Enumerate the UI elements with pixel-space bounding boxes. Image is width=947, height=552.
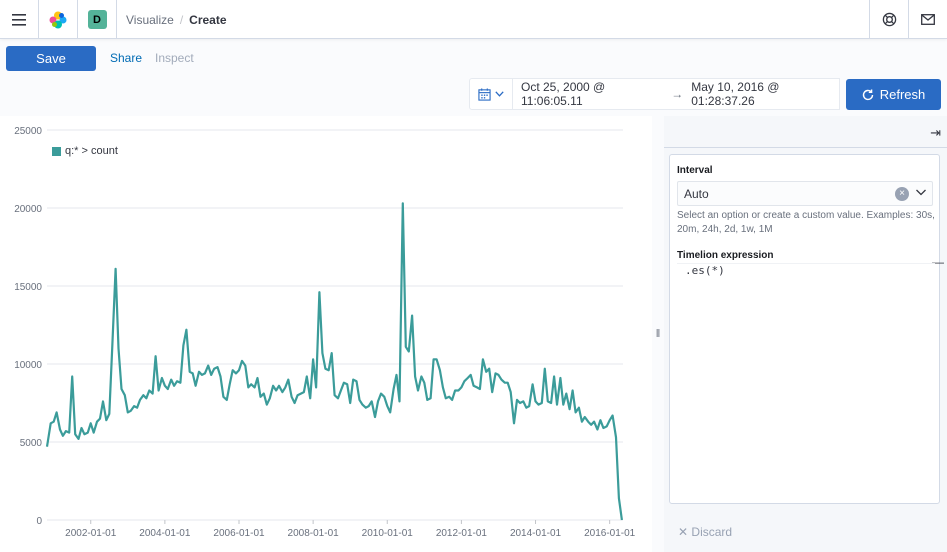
legend-swatch <box>52 146 61 156</box>
interval-value: Auto <box>684 186 709 201</box>
newsfeed-button[interactable] <box>909 0 947 39</box>
menu-button[interactable] <box>0 0 38 39</box>
sidebar-header: ⇥ <box>664 116 947 148</box>
action-row: Save Share Inspect <box>0 40 947 76</box>
collapse-sidebar-icon[interactable]: ⇥ <box>930 125 941 140</box>
expression-text: .es(*) <box>685 264 725 277</box>
x-tick-label: 2004-01-01 <box>139 528 191 539</box>
breadcrumb-create: Create <box>189 12 227 27</box>
help-button[interactable] <box>870 0 908 39</box>
space-avatar: D <box>87 10 107 29</box>
expression-editor[interactable]: .es(*) <box>677 263 935 493</box>
home-logo-button[interactable] <box>39 0 77 39</box>
discard-button[interactable]: ✕ Discard <box>678 525 732 539</box>
x-tick-label: 2016-01-01 <box>584 528 636 539</box>
divider <box>77 0 78 39</box>
start-date[interactable]: Oct 25, 2000 @ 11:06:05.11 <box>521 80 606 108</box>
space-selector[interactable]: D <box>78 0 116 39</box>
x-tick-label: 2006-01-01 <box>213 528 265 539</box>
date-range-display: Oct 25, 2000 @ 11:06:05.11 → May 10, 201… <box>513 78 840 110</box>
save-button[interactable]: Save <box>6 46 96 71</box>
y-tick-label: 20000 <box>14 204 42 215</box>
elastic-logo-icon <box>49 11 67 28</box>
divider <box>869 0 870 39</box>
discard-label: Discard <box>691 525 733 539</box>
share-link[interactable]: Share <box>110 51 143 65</box>
x-tick-label: 2010-01-01 <box>362 528 414 539</box>
top-bar: D Visualize / Create <box>0 0 947 39</box>
interval-select[interactable]: Auto × <box>677 181 933 206</box>
hamburger-icon <box>12 13 26 26</box>
chevron-down-icon[interactable] <box>915 185 927 199</box>
x-tick-label: 2002-01-01 <box>65 528 117 539</box>
timelion-chart: 0 5000 10000 15000 20000 25000 2002-01-01 2004-… <box>14 126 636 539</box>
arrow-right-icon: → <box>671 87 684 101</box>
mail-icon <box>921 14 935 25</box>
quick-select-button[interactable] <box>469 78 513 110</box>
y-tick-label: 0 <box>36 516 42 527</box>
refresh-button[interactable]: Refresh <box>846 79 941 110</box>
y-tick-label: 25000 <box>14 126 42 137</box>
divider <box>38 0 39 39</box>
end-date[interactable]: May 10, 2016 @ 01:28:37.26 <box>691 80 780 108</box>
options-panel: Interval Auto × Select an option or crea… <box>669 154 944 504</box>
panel-resizer[interactable]: ‖ <box>652 116 664 552</box>
interval-label: Interval <box>677 165 713 176</box>
inspect-link[interactable]: Inspect <box>155 51 194 65</box>
drag-handle-icon: ‖ <box>655 328 661 340</box>
breadcrumb-separator: / <box>179 12 184 27</box>
refresh-icon <box>862 89 873 100</box>
minimize-icon[interactable]: — <box>932 255 944 269</box>
x-tick-label: 2008-01-01 <box>288 528 340 539</box>
x-tick-label: 2014-01-01 <box>510 528 562 539</box>
y-tick-label: 5000 <box>20 438 43 449</box>
close-icon: ✕ <box>678 525 689 539</box>
y-tick-label: 15000 <box>14 282 42 293</box>
divider <box>908 0 909 39</box>
chevron-down-icon <box>495 91 504 97</box>
editor-sidebar: ⇥ Interval Auto × Select an option or cr… <box>664 116 947 552</box>
x-tick-label: 2012-01-01 <box>436 528 488 539</box>
interval-help-text: Select an option or create a custom valu… <box>677 210 935 235</box>
y-tick-label: 10000 <box>14 360 42 371</box>
clear-icon[interactable]: × <box>895 187 909 201</box>
help-lifebuoy-icon <box>882 12 896 27</box>
chart-panel: 0 5000 10000 15000 20000 25000 2002-01-01 2004-… <box>0 116 652 552</box>
series-line <box>45 202 623 521</box>
breadcrumb: Visualize / Create <box>126 0 227 39</box>
divider <box>116 0 117 39</box>
breadcrumb-visualize[interactable]: Visualize <box>126 12 174 27</box>
legend-item[interactable]: q:* > count <box>52 145 118 157</box>
expression-label: Timelion expression <box>677 250 774 261</box>
calendar-icon <box>478 87 491 101</box>
refresh-label: Refresh <box>879 87 926 102</box>
legend-label: q:* > count <box>65 145 118 157</box>
